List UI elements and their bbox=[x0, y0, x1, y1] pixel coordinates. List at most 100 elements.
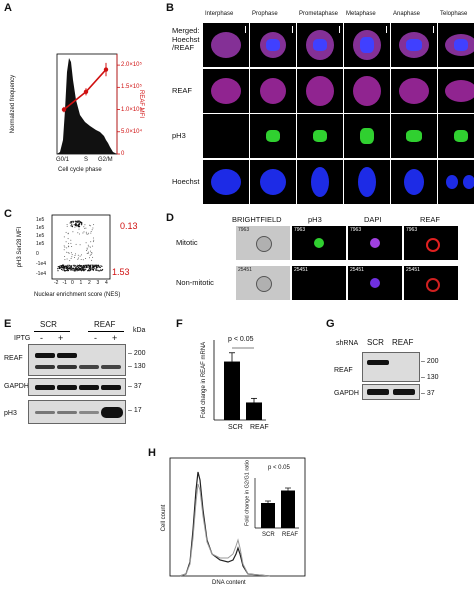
panel-b-phase-header: Telophase bbox=[440, 11, 468, 17]
scatter-dot bbox=[76, 226, 78, 228]
panel-e-blot-reaf bbox=[28, 344, 126, 376]
scatter-dot bbox=[81, 265, 83, 267]
panel-f-pvalue: p < 0.05 bbox=[228, 336, 254, 343]
panel-e-band bbox=[101, 365, 121, 369]
scatter-dot bbox=[70, 265, 72, 267]
scatter-dot bbox=[66, 258, 68, 260]
panel-h-inset-bars bbox=[254, 478, 299, 529]
scatter-dot bbox=[71, 226, 73, 228]
scatter-dot bbox=[82, 259, 84, 261]
panel-b-image-tile bbox=[203, 23, 249, 67]
scatter-dot bbox=[67, 238, 69, 240]
panel-e-band bbox=[57, 385, 77, 390]
scatter-dot bbox=[72, 264, 74, 266]
scatter-dot bbox=[70, 268, 72, 270]
panel-e-band bbox=[57, 353, 77, 358]
scatter-dot bbox=[88, 269, 90, 272]
panel-d-image-tile: 25451 bbox=[292, 266, 346, 300]
panel-label-e: E bbox=[4, 318, 12, 330]
cell-body bbox=[210, 77, 241, 104]
panel-g-marker-130: – 130 bbox=[421, 374, 439, 381]
panel-b-image-tile bbox=[203, 68, 249, 113]
scatter-dot bbox=[73, 270, 75, 272]
scatter-dot bbox=[97, 270, 99, 272]
scatter-dot bbox=[83, 231, 85, 233]
panel-b-phase-header: Interphase bbox=[205, 11, 234, 17]
mfi-point bbox=[103, 67, 109, 72]
scatter-dot bbox=[72, 231, 74, 233]
panel-g-marker-200: – 200 bbox=[421, 358, 439, 365]
panel-g-group-reaf: REAF bbox=[392, 338, 414, 347]
scatter-dot bbox=[91, 229, 93, 231]
scatter-dot bbox=[76, 266, 79, 268]
panel-c-dots bbox=[57, 220, 104, 272]
panel-d-column-header: BRIGHTFIELD bbox=[232, 215, 282, 224]
scatter-dot bbox=[57, 270, 59, 272]
scatter-dot bbox=[84, 264, 86, 266]
scatter-dot bbox=[92, 227, 94, 229]
scatter-dot bbox=[87, 233, 89, 235]
scatter-dot bbox=[90, 232, 92, 234]
panel-e-iptg-sign: - bbox=[40, 333, 43, 343]
panel-e-marker-130: – 130 bbox=[128, 363, 146, 370]
cell-body bbox=[259, 77, 286, 104]
scatter-dot bbox=[98, 266, 100, 268]
panel-g-row-reaf: REAF bbox=[334, 367, 353, 374]
panel-e-band bbox=[101, 407, 123, 418]
scatter-dot bbox=[70, 252, 72, 254]
panel-g-blot-reaf bbox=[362, 352, 420, 382]
panel-c-ytick-label: 0 bbox=[36, 251, 39, 257]
scatter-dot bbox=[63, 249, 65, 251]
scatter-dot bbox=[85, 258, 87, 259]
scatter-dot bbox=[75, 269, 77, 271]
panel-e-row-reaf: REAF bbox=[4, 355, 23, 362]
scatter-dot bbox=[89, 224, 90, 226]
chromatin-signal bbox=[312, 39, 327, 51]
scatter-dot bbox=[66, 247, 68, 249]
scatter-dot bbox=[89, 246, 91, 248]
scatter-dot bbox=[70, 225, 72, 227]
scatter-dot bbox=[80, 221, 82, 224]
panel-a-histogram bbox=[57, 58, 117, 154]
scatter-dot bbox=[76, 269, 78, 271]
scatter-dot bbox=[79, 255, 81, 257]
panel-b-image-tile bbox=[297, 23, 343, 67]
panel-f-bar bbox=[224, 361, 240, 420]
panel-d-column-header: REAF bbox=[420, 215, 441, 224]
panel-e-band bbox=[57, 365, 77, 369]
panel-a-xtick-g2m: G2/M bbox=[98, 157, 113, 163]
scale-bar bbox=[338, 26, 340, 33]
panel-d-column-header: DAPI bbox=[364, 215, 382, 224]
panel-e-blot-gapdh bbox=[28, 378, 126, 396]
scatter-dot bbox=[79, 223, 81, 225]
scatter-dot bbox=[93, 265, 95, 267]
panel-d-object-id: 7963 bbox=[294, 227, 306, 233]
panel-b-image-tile bbox=[203, 114, 249, 158]
imaged-cell bbox=[426, 238, 440, 252]
cell-body bbox=[259, 168, 286, 195]
scatter-dot bbox=[64, 259, 66, 261]
panel-label-h: H bbox=[148, 447, 156, 459]
scatter-dot bbox=[85, 265, 87, 267]
panel-e-band bbox=[79, 411, 99, 414]
scatter-dot bbox=[67, 252, 69, 254]
scatter-dot bbox=[85, 233, 87, 235]
scatter-dot bbox=[65, 231, 67, 233]
cell-body bbox=[305, 75, 334, 106]
panel-h-histogram-reaf bbox=[179, 483, 271, 577]
panel-e-band bbox=[57, 411, 77, 414]
panel-d-object-id: 7963 bbox=[238, 227, 250, 233]
panel-e-band bbox=[35, 411, 55, 414]
scatter-dot bbox=[75, 243, 77, 245]
panel-e-row-gapdh: GAPDH bbox=[4, 383, 29, 390]
imaged-cell bbox=[256, 236, 272, 252]
panel-c-xtick-label: 1 bbox=[79, 280, 83, 286]
scatter-dot bbox=[78, 266, 80, 269]
scatter-dot bbox=[78, 257, 79, 259]
cell-body bbox=[352, 75, 381, 106]
scatter-dot bbox=[85, 268, 87, 270]
panel-a-right-tick-label: 0 bbox=[121, 151, 125, 157]
panel-d-object-id: 7963 bbox=[350, 227, 362, 233]
panel-d-image-tile: 25451 bbox=[404, 266, 458, 300]
panel-label-c: C bbox=[4, 208, 12, 220]
